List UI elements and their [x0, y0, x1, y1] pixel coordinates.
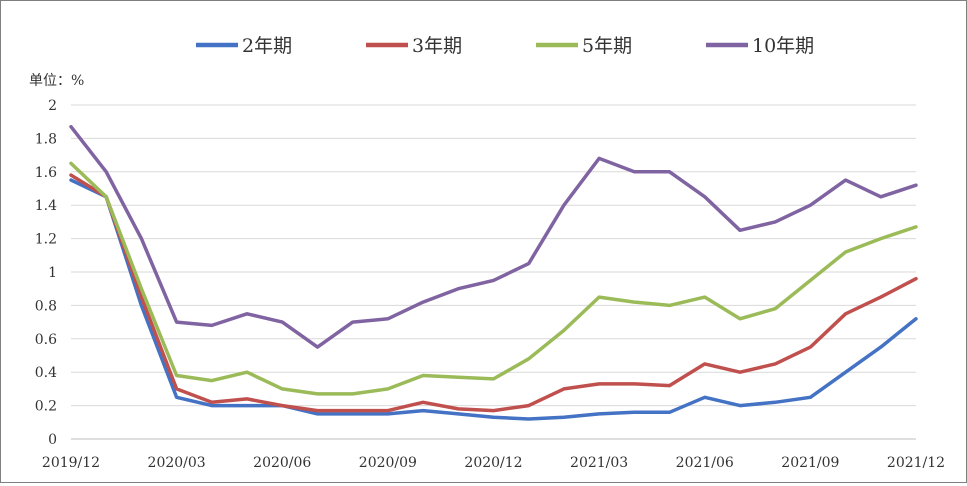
y-tick-label: 1.2 [35, 232, 57, 248]
x-tick-label: 2021/12 [887, 455, 945, 471]
x-tick-label: 2019/12 [42, 455, 100, 471]
x-tick-label: 2021/03 [570, 455, 628, 471]
x-tick-label: 2021/09 [781, 455, 839, 471]
y-tick-label: 0.4 [35, 365, 57, 381]
y-tick-label: 0.6 [35, 332, 57, 348]
x-tick-label: 2020/09 [359, 455, 417, 471]
legend-label: 5年期 [582, 35, 632, 57]
x-tick-label: 2020/06 [253, 455, 311, 471]
series-line [69, 173, 918, 413]
y-tick-label: 1.6 [35, 165, 57, 181]
legend-label: 3年期 [412, 35, 462, 57]
y-tick-label: 0.8 [35, 298, 57, 314]
x-tick-label: 2021/06 [676, 455, 734, 471]
y-tick-label: 1.4 [35, 198, 57, 214]
legend-label: 10年期 [752, 35, 814, 57]
unit-label: 单位：% [29, 73, 84, 89]
y-tick-label: 2 [48, 98, 57, 114]
y-tick-label: 0 [48, 432, 57, 448]
series-line [69, 178, 918, 421]
y-tick-label: 1 [48, 265, 57, 281]
x-axis-ticks: 2019/12 2020/03 2020/06 2020/09 2020/12 2021/… [42, 455, 945, 471]
legend: 2年期 3年期 5年期 10年期 [196, 35, 814, 57]
series-line [69, 124, 918, 349]
grid [71, 104, 916, 407]
y-tick-label: 1.8 [35, 131, 57, 147]
series-line [69, 161, 918, 396]
y-axis-ticks: 0 0.2 0.4 0.6 0.8 1 1.2 1.4 1.6 1.8 2 [35, 98, 57, 448]
x-tick-label: 2020/12 [464, 455, 522, 471]
y-tick-label: 0.2 [35, 399, 57, 415]
legend-label: 2年期 [242, 35, 292, 57]
series-lines [69, 124, 918, 421]
x-tick-label: 2020/03 [148, 455, 206, 471]
